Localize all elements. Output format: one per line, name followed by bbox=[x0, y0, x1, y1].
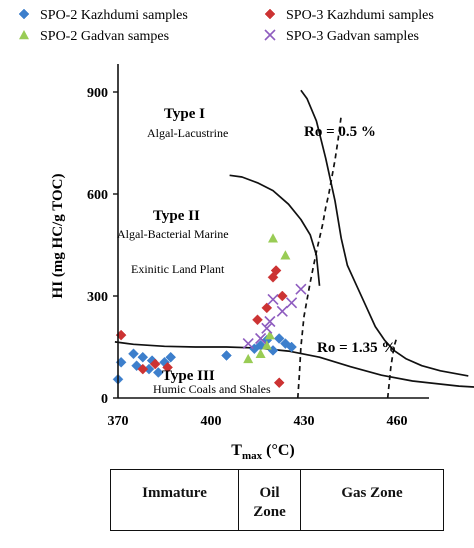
type-ii-label: Type II bbox=[153, 208, 200, 224]
type-i-boundary bbox=[300, 89, 469, 377]
spo-3-kazhdumi-samples-point bbox=[162, 362, 173, 373]
ro-0-5-line bbox=[296, 115, 343, 399]
spo-2-kazhdumi-samples-point bbox=[152, 367, 164, 378]
legend-marker-spo-2-gadvan-sampes bbox=[19, 30, 29, 40]
spo-3-gadvan-samples-point bbox=[261, 322, 273, 334]
axis-ticks: 0300600900370400430460490520 bbox=[87, 86, 408, 429]
maturity-zones-table: Immature Oil Zone Gas Zone bbox=[110, 469, 444, 531]
spo-3-gadvan-samples-point bbox=[286, 297, 298, 309]
spo-2-kazhdumi-samples-point bbox=[286, 341, 297, 353]
ro-1-35-line bbox=[386, 336, 398, 399]
spo-2-kazhdumi-samples-point bbox=[273, 333, 285, 344]
legend-marker-spo-3-kazhdumi-samples bbox=[264, 8, 276, 20]
type-ii-boundary bbox=[229, 174, 321, 286]
spo-3-gadvan-samples-point bbox=[264, 315, 276, 328]
spo-3-gadvan-samples-point-stroke-b bbox=[261, 322, 273, 334]
spo-3-gadvan-samples-point-stroke-b bbox=[267, 293, 279, 305]
y-axis-title: HI (mg HC/g TOC) bbox=[50, 174, 66, 299]
spo-3-gadvan-samples-point bbox=[295, 283, 307, 295]
x-axis-title-subscript: max bbox=[242, 450, 263, 462]
y-tick-label: 0 bbox=[101, 392, 108, 407]
x-axis-title-main: T bbox=[231, 442, 242, 459]
spo-2-gadvan-sampes-point bbox=[243, 353, 254, 364]
spo-2-gadvan-sampes-point bbox=[264, 330, 275, 340]
exinitic-land-plant-label: Exinitic Land Plant bbox=[131, 262, 225, 276]
x-tick-label: 430 bbox=[294, 414, 315, 429]
legend: SPO-2 Kazhdumi samples SPO-3 Kazhdumi sam… bbox=[18, 8, 434, 44]
zone-oil: Oil Zone bbox=[238, 470, 300, 530]
spo-3-gadvan-samples-point bbox=[267, 293, 279, 305]
type-iii-subtitle: Humic Coals and Shales bbox=[153, 382, 271, 396]
spo-3-gadvan-samples-point bbox=[276, 305, 288, 317]
spo-2-gadvan-sampes-point bbox=[268, 233, 278, 243]
spo-2-kazhdumi-samples-point bbox=[128, 348, 139, 360]
x-tick-label: 370 bbox=[108, 414, 129, 429]
type-i-subtitle: Algal-Lacustrine bbox=[147, 126, 228, 140]
spo-3-kazhdumi-samples-point bbox=[273, 377, 285, 389]
spo-3-kazhdumi-samples-point bbox=[137, 363, 149, 375]
spo-3-gadvan-samples-point bbox=[242, 338, 254, 350]
spo-3-kazhdumi-samples-point bbox=[276, 290, 288, 302]
sample-points bbox=[112, 233, 307, 389]
x-axis-title-unit: (°C) bbox=[262, 442, 295, 459]
spo-3-kazhdumi-samples-point bbox=[252, 314, 263, 326]
zone-immature: Immature bbox=[142, 485, 207, 501]
legend-label-spo-3-kazhdumi-samples: SPO-3 Kazhdumi samples bbox=[286, 8, 434, 23]
spo-3-gadvan-samples-point-stroke-b bbox=[242, 338, 254, 350]
y-tick-label: 600 bbox=[87, 188, 108, 203]
spo-3-gadvan-samples-point-stroke-b bbox=[295, 283, 307, 295]
ro-1-35-label: Ro = 1.35 % bbox=[317, 340, 396, 356]
y-tick-label: 900 bbox=[87, 86, 108, 101]
spo-2-gadvan-sampes-point bbox=[261, 340, 272, 350]
x-tick-label: 400 bbox=[201, 414, 222, 429]
legend-marker-spo-3-gadvan-samples bbox=[264, 29, 276, 41]
type-i-label: Type I bbox=[164, 106, 205, 122]
y-tick-label: 300 bbox=[87, 290, 108, 305]
type-ii-subtitle: Algal-Bacterial Marine bbox=[117, 227, 229, 241]
legend-marker-spo-3-gadvan-samples-stroke-b bbox=[264, 29, 276, 41]
type-iii-boundary bbox=[114, 341, 474, 388]
spo-3-kazhdumi-samples-point bbox=[149, 358, 161, 370]
legend-marker-spo-2-kazhdumi-samples bbox=[18, 8, 30, 20]
zone-gas: Gas Zone bbox=[300, 470, 443, 530]
spo-3-gadvan-samples-point-stroke-b bbox=[264, 315, 276, 328]
spo-3-gadvan-samples-point bbox=[255, 332, 267, 345]
legend-label-spo-2-kazhdumi-samples: SPO-2 Kazhdumi samples bbox=[40, 8, 188, 23]
spo-3-gadvan-samples-point-stroke-b bbox=[255, 332, 267, 345]
spo-2-gadvan-sampes-point bbox=[255, 348, 266, 359]
x-tick-label: 460 bbox=[387, 414, 408, 429]
legend-label-spo-2-gadvan-sampes: SPO-2 Gadvan sampes bbox=[40, 29, 169, 44]
spo-3-gadvan-samples-point-stroke-b bbox=[286, 297, 298, 309]
spo-3-kazhdumi-samples-point bbox=[270, 265, 282, 276]
kerogen-boundary-curves bbox=[114, 89, 474, 399]
ro-0-5-label: Ro = 0.5 % bbox=[304, 124, 376, 140]
type-iii-label: Type III bbox=[162, 368, 215, 384]
spo-2-kazhdumi-samples-point bbox=[221, 350, 232, 361]
legend-label-spo-3-gadvan-samples: SPO-3 Gadvan samples bbox=[286, 29, 419, 44]
x-axis-title: Tmax (°C) bbox=[231, 442, 294, 462]
spo-2-gadvan-sampes-point bbox=[280, 250, 291, 260]
spo-3-kazhdumi-samples-point bbox=[261, 302, 273, 314]
spo-2-kazhdumi-samples-point bbox=[137, 351, 149, 363]
spo-2-kazhdumi-samples-point bbox=[165, 351, 177, 363]
spo-3-gadvan-samples-point-stroke-b bbox=[276, 305, 288, 317]
